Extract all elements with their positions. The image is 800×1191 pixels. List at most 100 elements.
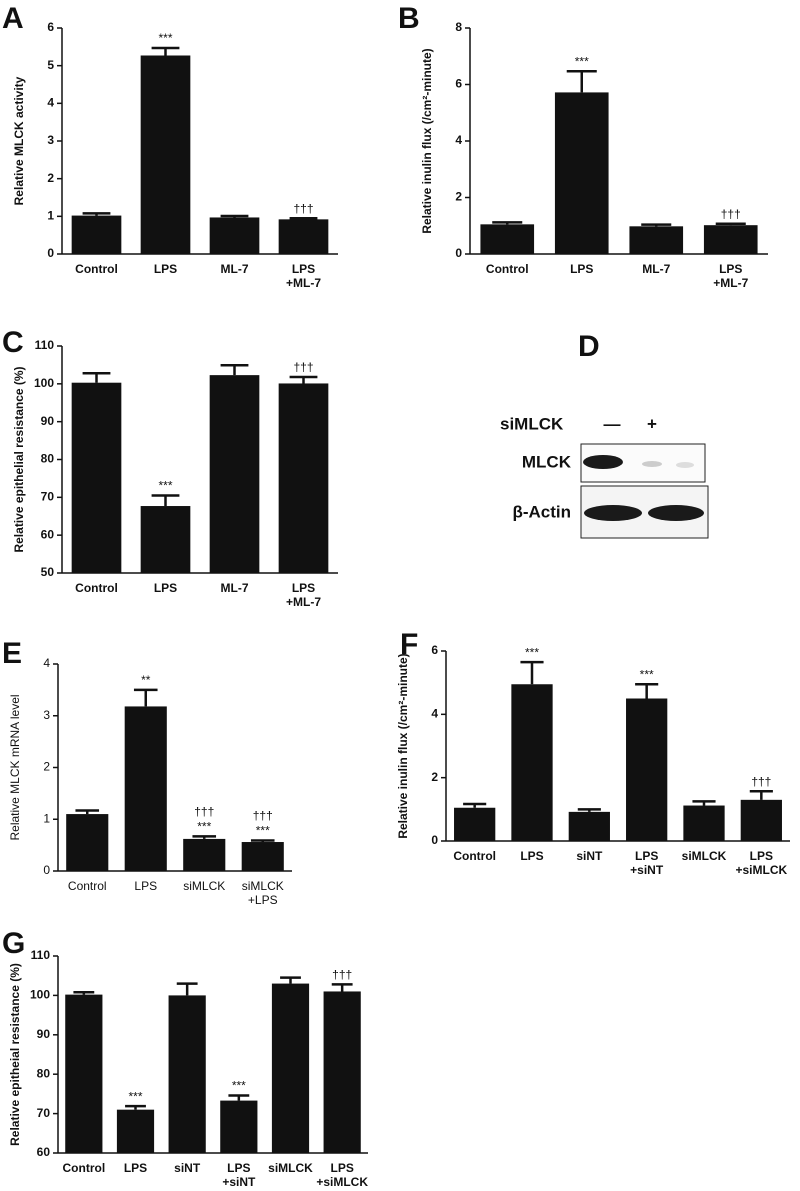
significance-label: ††† (332, 968, 352, 982)
x-tick-label: LPS (124, 1161, 147, 1175)
y-axis-label: Relative MLCK mRNA level (8, 694, 22, 840)
error-bar (566, 69, 597, 93)
y-axis-label: Relative epithelial resistance (%) (12, 366, 26, 552)
x-tick-label: Control (75, 581, 118, 595)
significance-label: *** (158, 31, 172, 45)
bar (71, 215, 122, 254)
lane-label: + (647, 414, 657, 433)
x-tick-label: LPS (154, 262, 177, 276)
y-tick-label: 90 (37, 1027, 51, 1041)
error-bar (125, 1104, 146, 1110)
error-bar (220, 364, 249, 376)
x-tick-label: siMLCK (268, 1161, 313, 1175)
error-bar (82, 371, 111, 383)
blot-band (676, 462, 694, 468)
error-bar (635, 683, 659, 699)
x-tick-label: siMLCK (242, 879, 284, 893)
x-tick-label: LPS (520, 849, 543, 863)
x-tick-label: ML-7 (221, 581, 249, 595)
bar (168, 995, 206, 1153)
x-tick-label: Control (453, 849, 496, 863)
y-tick-label: 50 (41, 565, 55, 579)
significance-label: ††† (751, 774, 771, 788)
x-tick-label: Control (68, 879, 107, 893)
error-bar (73, 990, 95, 995)
error-bar (520, 660, 544, 685)
blot-row-label: MLCK (522, 452, 572, 471)
bar (220, 1100, 258, 1153)
lane-label: — (604, 414, 621, 433)
bar (241, 842, 284, 871)
x-tick-label: LPS (750, 849, 773, 863)
y-tick-label: 90 (41, 414, 55, 428)
y-tick-label: 0 (43, 863, 50, 877)
significance-label: *** (256, 824, 270, 838)
blot-band (642, 461, 662, 467)
panel-letter: F (400, 628, 418, 661)
y-axis-label: Relative MLCK activity (12, 76, 26, 205)
x-tick-label: siMLCK (183, 879, 225, 893)
x-tick-label: LPS (635, 849, 658, 863)
x-tick-label: LPS (227, 1161, 250, 1175)
y-tick-label: 0 (455, 246, 462, 260)
x-tick-label: siMLCK (682, 849, 727, 863)
y-tick-label: 0 (47, 246, 54, 260)
x-tick-label: LPS (134, 879, 157, 893)
bar (480, 224, 535, 254)
significance-label: ** (141, 673, 151, 687)
bar (511, 684, 553, 841)
error-bar (641, 223, 672, 227)
y-tick-label: 100 (34, 376, 54, 390)
error-bar (692, 800, 716, 806)
y-tick-label: 5 (47, 58, 54, 72)
error-bar (250, 839, 275, 843)
blot-band (583, 455, 623, 469)
bar (124, 706, 167, 871)
y-tick-label: 70 (37, 1106, 51, 1120)
bar (740, 799, 782, 841)
error-bar (151, 494, 180, 507)
bar (209, 375, 260, 573)
significance-label: ††† (253, 809, 273, 823)
y-tick-label: 80 (37, 1066, 51, 1080)
y-tick-label: 1 (47, 209, 54, 223)
error-bar (192, 835, 217, 839)
significance-label: ††† (721, 207, 741, 221)
x-tick-label: +siMLCK (735, 863, 787, 877)
significance-label: *** (575, 54, 589, 68)
y-tick-label: 80 (41, 452, 55, 466)
error-bar (75, 809, 100, 815)
x-tick-label: +siMLCK (316, 1175, 368, 1189)
y-axis-label: Relative inulin flux (/cm²-minute) (420, 48, 434, 233)
x-tick-label: siNT (174, 1161, 201, 1175)
bar (140, 506, 191, 573)
error-bar (82, 212, 111, 216)
y-tick-label: 2 (43, 760, 50, 774)
error-bar (280, 976, 301, 984)
y-tick-label: 110 (35, 338, 55, 352)
x-tick-label: +siNT (630, 863, 664, 877)
y-axis-label: Relative inulin flux (/cm²-minute) (396, 653, 410, 838)
bar (209, 217, 260, 254)
x-tick-label: LPS (719, 262, 742, 276)
bar (629, 226, 684, 254)
significance-label: *** (232, 1079, 246, 1093)
y-tick-label: 6 (455, 77, 462, 91)
significance-label: ††† (194, 804, 214, 818)
bar (323, 991, 361, 1153)
x-tick-label: +ML-7 (286, 276, 321, 290)
error-bar (220, 214, 249, 218)
significance-label: *** (158, 479, 172, 493)
y-tick-label: 2 (455, 190, 462, 204)
x-tick-label: +ML-7 (286, 595, 321, 609)
panel-letter: E (2, 637, 22, 670)
error-bar (289, 216, 318, 220)
y-tick-label: 60 (41, 527, 55, 541)
panel-letter: D (578, 330, 600, 363)
y-tick-label: 3 (43, 708, 50, 722)
bar (66, 814, 109, 871)
y-tick-label: 2 (47, 171, 54, 185)
error-bar (151, 46, 180, 56)
significance-label: ††† (293, 360, 313, 374)
